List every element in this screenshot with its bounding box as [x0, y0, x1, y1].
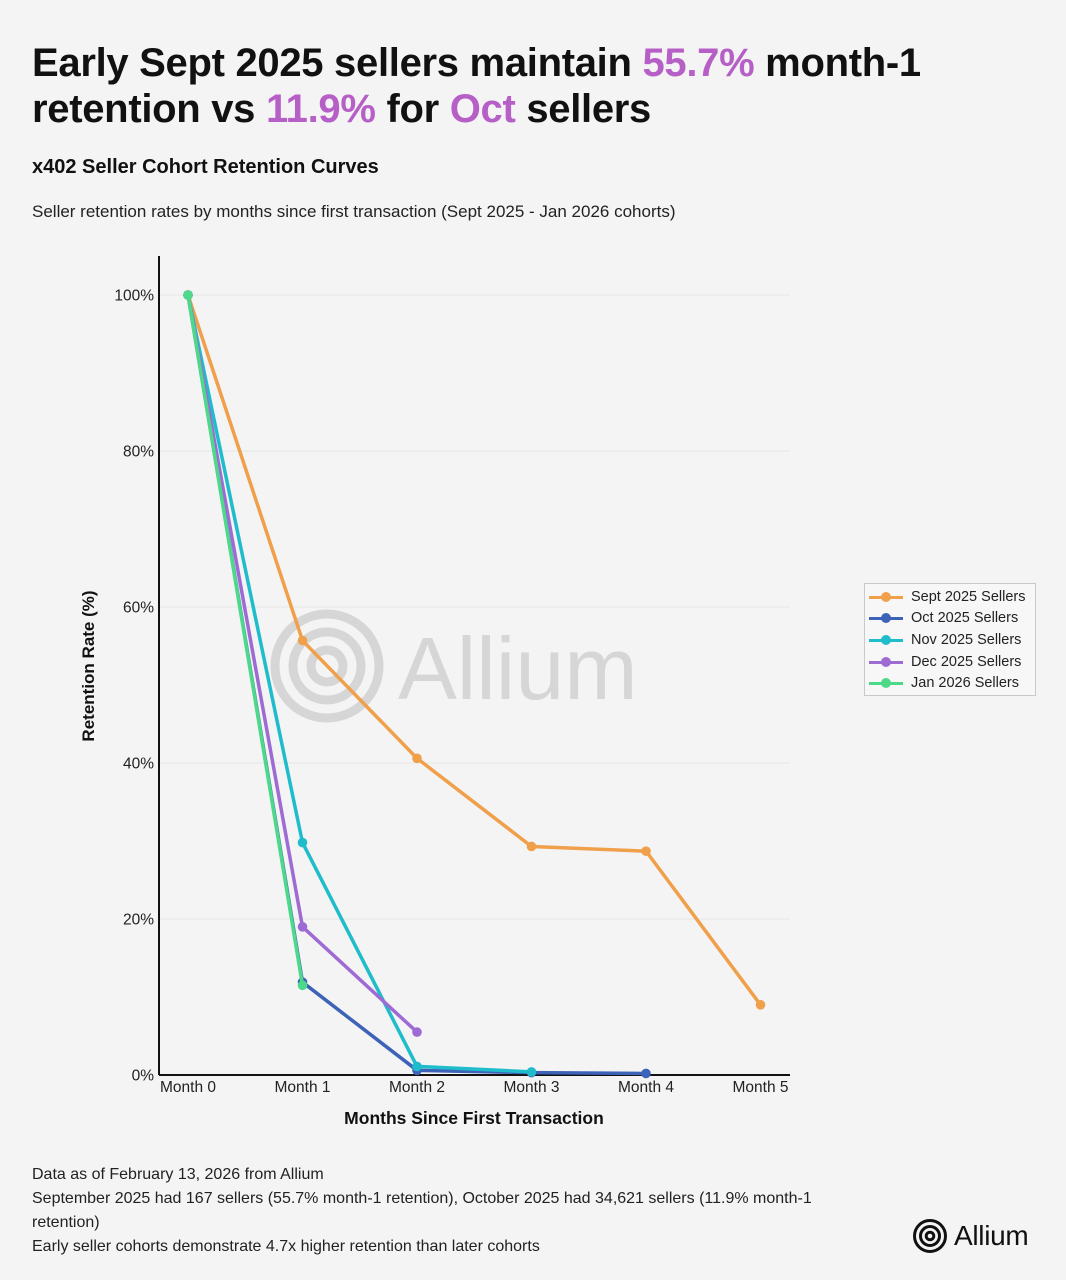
y-tick-label: 100%	[114, 288, 154, 305]
x-tick-label: Month 5	[732, 1079, 788, 1096]
footer-note: Early seller cohorts demonstrate 4.7x hi…	[32, 1238, 540, 1255]
grid-lines	[159, 294, 790, 920]
legend-label: Dec 2025 Sellers	[911, 653, 1022, 670]
watermark-text: Allium	[398, 619, 638, 718]
chart-subtitle: x402 Seller Cohort Retention Curves	[32, 156, 379, 178]
x-tick-label: Month 0	[160, 1079, 216, 1096]
chart-legend: Sept 2025 Sellers Oct 2025 Sellers Nov 202…	[864, 583, 1036, 696]
chart-description: Seller retention rates by months since f…	[32, 202, 676, 221]
legend-swatch	[869, 634, 903, 646]
retention-line-chart: Allium 0% 20% 40% 60% 80% 100% Month 0 Month 1…	[79, 256, 790, 1128]
series-line	[186, 294, 532, 1074]
x-tick-label: Month 1	[274, 1079, 330, 1096]
legend-item[interactable]: Dec 2025 Sellers	[869, 651, 1035, 673]
axes	[158, 256, 790, 1076]
legend-swatch	[869, 591, 903, 603]
x-tick-label: Month 4	[618, 1079, 674, 1096]
series-line	[186, 294, 762, 1006]
data-point	[641, 1068, 651, 1079]
data-point	[412, 1027, 422, 1037]
y-tick-label: 40%	[123, 756, 154, 773]
y-tick-label: 80%	[123, 444, 154, 461]
y-tick-label: 20%	[123, 912, 154, 929]
series-lines	[183, 290, 766, 1079]
allium-logo-icon	[270, 609, 384, 723]
legend-swatch	[869, 656, 903, 668]
legend-item[interactable]: Sept 2025 Sellers	[869, 586, 1035, 608]
title-highlight: 11.9%	[265, 87, 376, 131]
title-text: for	[375, 87, 450, 131]
legend-label: Oct 2025 Sellers	[911, 610, 1019, 627]
brand-logo: Allium	[912, 1216, 1029, 1256]
page-title: Early Sept 2025 sellers maintain 55.7% m…	[32, 40, 1032, 132]
x-tick-label: Month 2	[389, 1079, 445, 1096]
y-axis-label: Retention Rate (%)	[79, 590, 98, 741]
title-text: Early Sept 2025 sellers maintain	[32, 41, 643, 85]
y-tick-label: 60%	[123, 600, 154, 617]
data-point	[526, 841, 537, 852]
x-axis-label: Months Since First Transaction	[344, 1108, 604, 1128]
data-point	[755, 1000, 766, 1010]
series-3	[183, 290, 422, 1037]
title-text: month-1 retention vs	[32, 41, 921, 131]
title-text: sellers	[515, 87, 651, 131]
series-4	[183, 290, 308, 991]
data-point	[297, 980, 308, 991]
title-highlight: Oct	[449, 87, 516, 131]
watermark: Allium	[270, 609, 638, 723]
data-point	[183, 290, 193, 300]
legend-item[interactable]: Oct 2025 Sellers	[869, 608, 1035, 630]
x-tick-label: Month 3	[503, 1079, 559, 1096]
legend-item[interactable]: Jan 2026 Sellers	[869, 672, 1035, 694]
data-point	[297, 635, 308, 646]
data-point	[526, 1067, 537, 1077]
legend-item[interactable]: Nov 2025 Sellers	[869, 629, 1035, 651]
series-line	[186, 294, 305, 986]
footer-note: September 2025 had 167 sellers (55.7% mo…	[32, 1190, 812, 1231]
y-tick-label: 0%	[132, 1068, 155, 1085]
legend-label: Jan 2026 Sellers	[911, 675, 1020, 692]
data-point	[641, 846, 651, 856]
data-point	[297, 922, 308, 932]
title-highlight: 55.7%	[642, 41, 755, 85]
allium-logo-icon	[913, 1219, 947, 1253]
data-point	[412, 1061, 422, 1072]
legend-swatch	[869, 612, 903, 624]
footer-note: Data as of February 13, 2026 from Allium	[32, 1166, 324, 1183]
x-tick-labels: Month 0 Month 1 Month 2 Month 3 Month 4 Month…	[160, 1079, 789, 1096]
legend-swatch	[869, 677, 903, 689]
legend-label: Sept 2025 Sellers	[911, 588, 1026, 605]
footer-notes: Data as of February 13, 2026 from Allium…	[32, 1163, 832, 1259]
brand-text: Allium	[954, 1220, 1029, 1251]
data-point	[412, 753, 422, 764]
y-tick-labels: 0% 20% 40% 60% 80% 100%	[114, 288, 154, 1085]
data-point	[297, 837, 308, 848]
legend-label: Nov 2025 Sellers	[911, 631, 1022, 648]
